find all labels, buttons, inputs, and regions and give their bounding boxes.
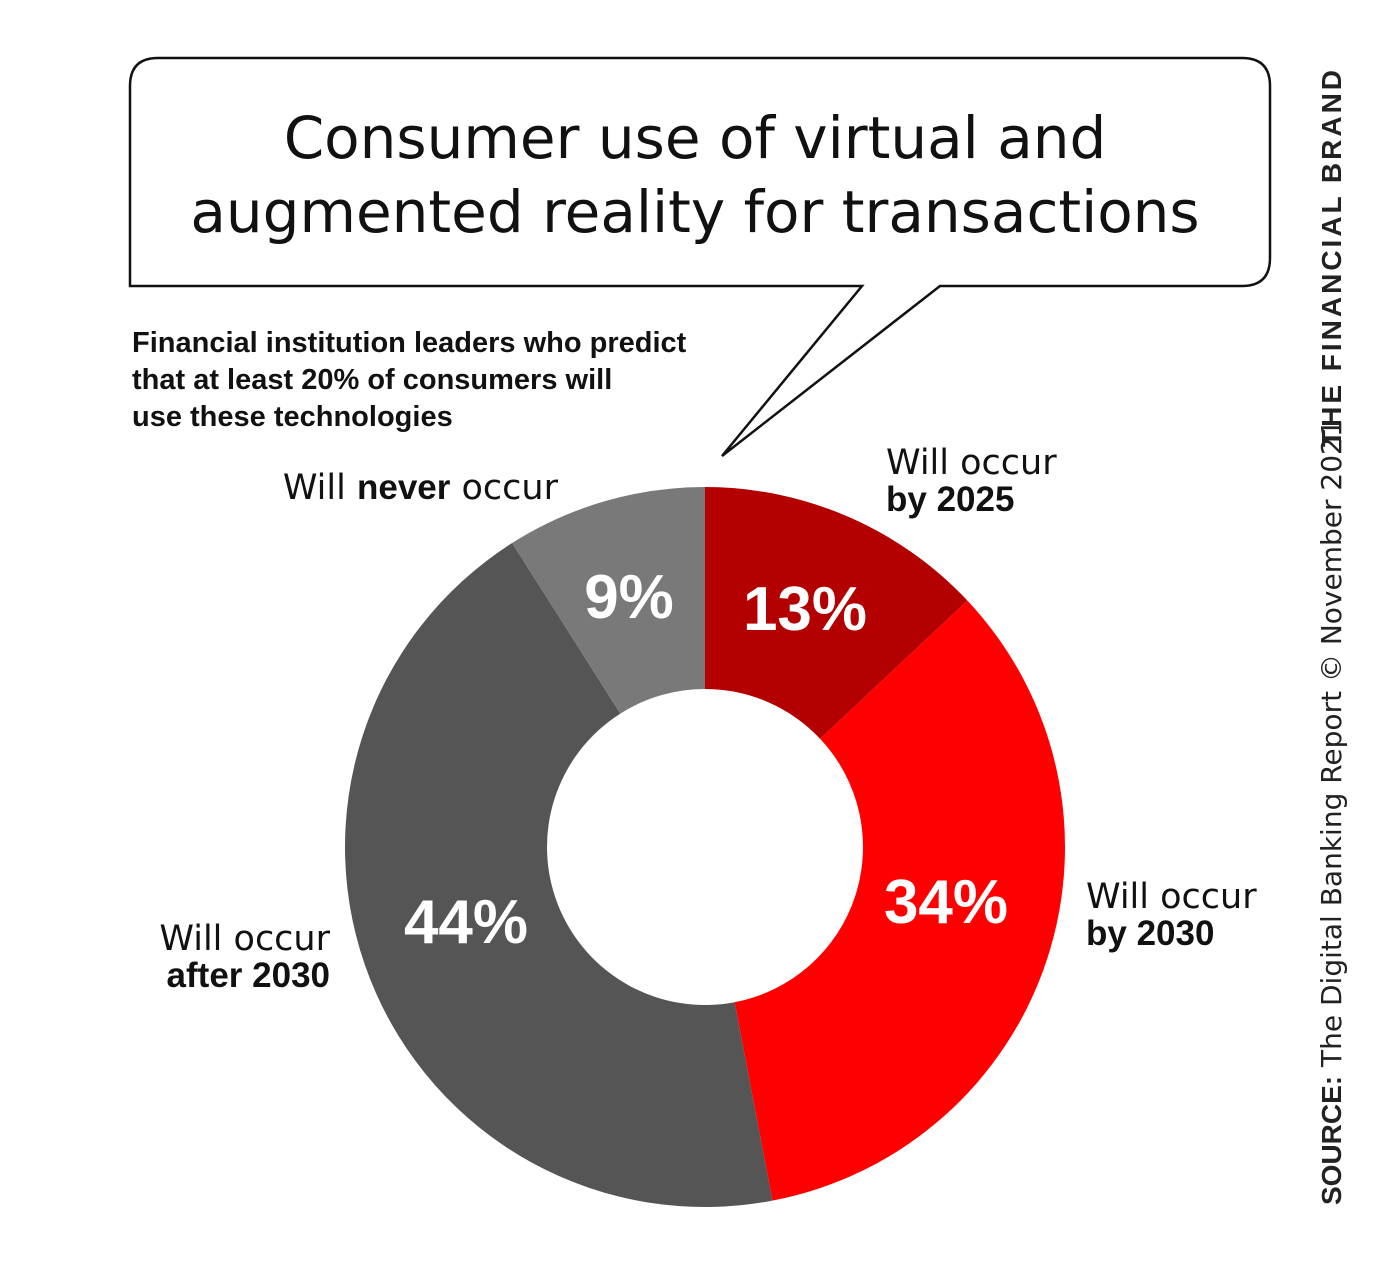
slice-value-by-2025: 13% (743, 575, 867, 644)
slice-by-2025 (705, 487, 968, 739)
slice-label-after-2030-bold: after 2030 (167, 956, 330, 995)
slice-label-by-2025-prefix: Will occur (886, 443, 1057, 483)
slice-by-2030 (734, 600, 1065, 1201)
slice-label-never-pre: Will (283, 468, 357, 508)
slice-value-never: 9% (584, 563, 674, 632)
slice-value-after-2030: 44% (404, 888, 528, 957)
source-text: The Digital Banking Report © November 20… (1315, 419, 1348, 1076)
slice-label-by-2030-prefix: Will occur (1086, 877, 1257, 917)
slice-value-by-2030: 34% (884, 868, 1008, 937)
title-speech-bubble (128, 56, 1272, 457)
slice-label-by-2030-bold: by 2030 (1086, 914, 1214, 953)
slice-label-by-2025-bold: by 2025 (886, 480, 1014, 519)
slice-label-after-2030-prefix: Will occur (159, 919, 330, 959)
chart-title-line-2: augmented reality for transactions (190, 178, 1199, 246)
donut-slices (344, 487, 1065, 1207)
chart-subtitle-line-3: use these technologies (132, 401, 453, 433)
brand-logo-text: THE FINANCIAL BRAND (1316, 67, 1347, 447)
slice-label-never-bold: never (357, 468, 451, 507)
slice-after-2030 (344, 543, 773, 1207)
chart-subtitle-line-1: Financial institution leaders who predic… (132, 327, 687, 359)
slice-label-never-post: occur (450, 468, 558, 508)
slice-label-never: Will never occur (283, 468, 559, 508)
slice-never (512, 487, 705, 714)
source-label: SOURCE: (1316, 1076, 1347, 1205)
chart-subtitle-line-2: that at least 20% of consumers will (132, 364, 612, 396)
source-credit: SOURCE: The Digital Banking Report © Nov… (1315, 419, 1348, 1205)
chart-title-line-1: Consumer use of virtual and (284, 104, 1107, 172)
